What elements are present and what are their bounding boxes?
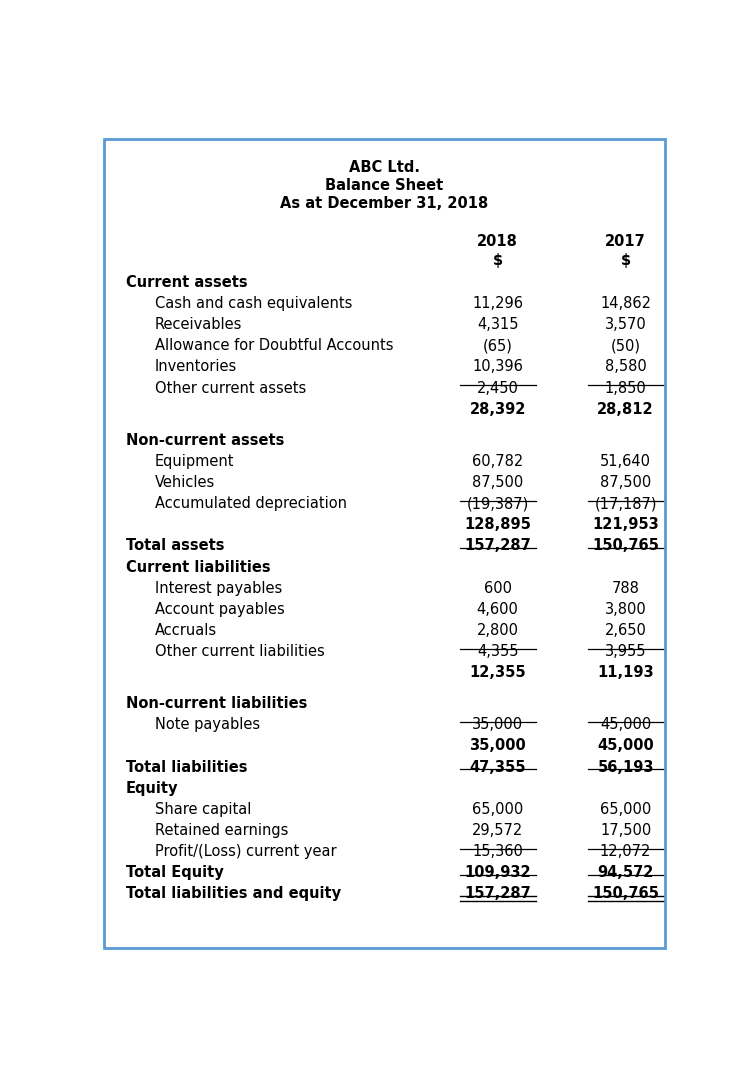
Text: 4,355: 4,355 [477,645,518,659]
Text: (19,387): (19,387) [466,496,529,511]
Text: 14,862: 14,862 [600,296,651,311]
Text: 65,000: 65,000 [472,802,524,817]
Text: 4,315: 4,315 [477,317,518,332]
Text: Inventories: Inventories [154,359,237,374]
Text: $: $ [493,254,502,268]
Text: $: $ [620,254,631,268]
Text: 47,355: 47,355 [470,760,526,775]
Text: 87,500: 87,500 [600,475,651,490]
Text: Other current liabilities: Other current liabilities [154,645,325,659]
Text: 12,072: 12,072 [600,845,651,859]
Text: 109,932: 109,932 [464,865,531,880]
Text: 12,355: 12,355 [470,665,526,680]
Text: 87,500: 87,500 [472,475,524,490]
Text: 56,193: 56,193 [597,760,654,775]
Text: (50): (50) [610,338,640,353]
Text: 2018: 2018 [477,235,518,250]
Text: As at December 31, 2018: As at December 31, 2018 [280,196,488,211]
Text: 17,500: 17,500 [600,823,651,838]
Text: 1,850: 1,850 [604,381,646,396]
Text: 10,396: 10,396 [472,359,524,374]
Text: 11,296: 11,296 [472,296,524,311]
Text: 8,580: 8,580 [604,359,646,374]
Text: 29,572: 29,572 [472,823,524,838]
FancyBboxPatch shape [104,139,664,948]
Text: Retained earnings: Retained earnings [154,823,288,838]
Text: 60,782: 60,782 [472,454,524,469]
Text: Non-current liabilities: Non-current liabilities [126,696,307,711]
Text: Share capital: Share capital [154,802,251,817]
Text: Balance Sheet: Balance Sheet [326,178,443,193]
Text: 35,000: 35,000 [472,718,524,733]
Text: Allowance for Doubtful Accounts: Allowance for Doubtful Accounts [154,338,393,353]
Text: 121,953: 121,953 [592,518,659,533]
Text: 2,450: 2,450 [477,381,519,396]
Text: Accruals: Accruals [154,623,217,638]
Text: (65): (65) [483,338,513,353]
Text: Equity: Equity [126,781,178,796]
Text: ABC Ltd.: ABC Ltd. [349,159,420,174]
Text: 3,570: 3,570 [604,317,646,332]
Text: 2,800: 2,800 [477,623,519,638]
Text: 45,000: 45,000 [600,718,651,733]
Text: 3,955: 3,955 [604,645,646,659]
Text: 788: 788 [612,581,640,596]
Text: 11,193: 11,193 [597,665,654,680]
Text: Other current assets: Other current assets [154,381,306,396]
Text: Total Equity: Total Equity [126,865,224,880]
Text: Account payables: Account payables [154,601,284,617]
Text: Current liabilities: Current liabilities [126,560,270,575]
Text: 28,812: 28,812 [597,401,654,416]
Text: Total liabilities and equity: Total liabilities and equity [126,887,341,902]
Text: 150,765: 150,765 [592,887,659,902]
Text: 157,287: 157,287 [464,887,531,902]
Text: 51,640: 51,640 [600,454,651,469]
Text: Note payables: Note payables [154,718,260,733]
Text: Cash and cash equivalents: Cash and cash equivalents [154,296,352,311]
Text: Receivables: Receivables [154,317,242,332]
Text: 2,650: 2,650 [604,623,646,638]
Text: 3,800: 3,800 [604,601,646,617]
Text: 35,000: 35,000 [470,738,526,753]
Text: 2017: 2017 [605,235,646,250]
Text: Accumulated depreciation: Accumulated depreciation [154,496,346,511]
Text: 4,600: 4,600 [477,601,519,617]
Text: 94,572: 94,572 [598,865,654,880]
Text: 128,895: 128,895 [464,518,531,533]
Text: Vehicles: Vehicles [154,475,215,490]
Text: 150,765: 150,765 [592,538,659,553]
Text: Profit/(Loss) current year: Profit/(Loss) current year [154,845,337,859]
Text: 157,287: 157,287 [464,538,531,553]
Text: 600: 600 [484,581,512,596]
Text: 45,000: 45,000 [597,738,654,753]
Text: Current assets: Current assets [126,275,248,289]
Text: 65,000: 65,000 [600,802,651,817]
Text: 28,392: 28,392 [470,401,526,416]
Text: Total liabilities: Total liabilities [126,760,248,775]
Text: Interest payables: Interest payables [154,581,282,596]
Text: Non-current assets: Non-current assets [126,433,284,448]
Text: 15,360: 15,360 [472,845,524,859]
Text: Equipment: Equipment [154,454,234,469]
Text: (17,187): (17,187) [594,496,657,511]
Text: Total assets: Total assets [126,538,224,553]
